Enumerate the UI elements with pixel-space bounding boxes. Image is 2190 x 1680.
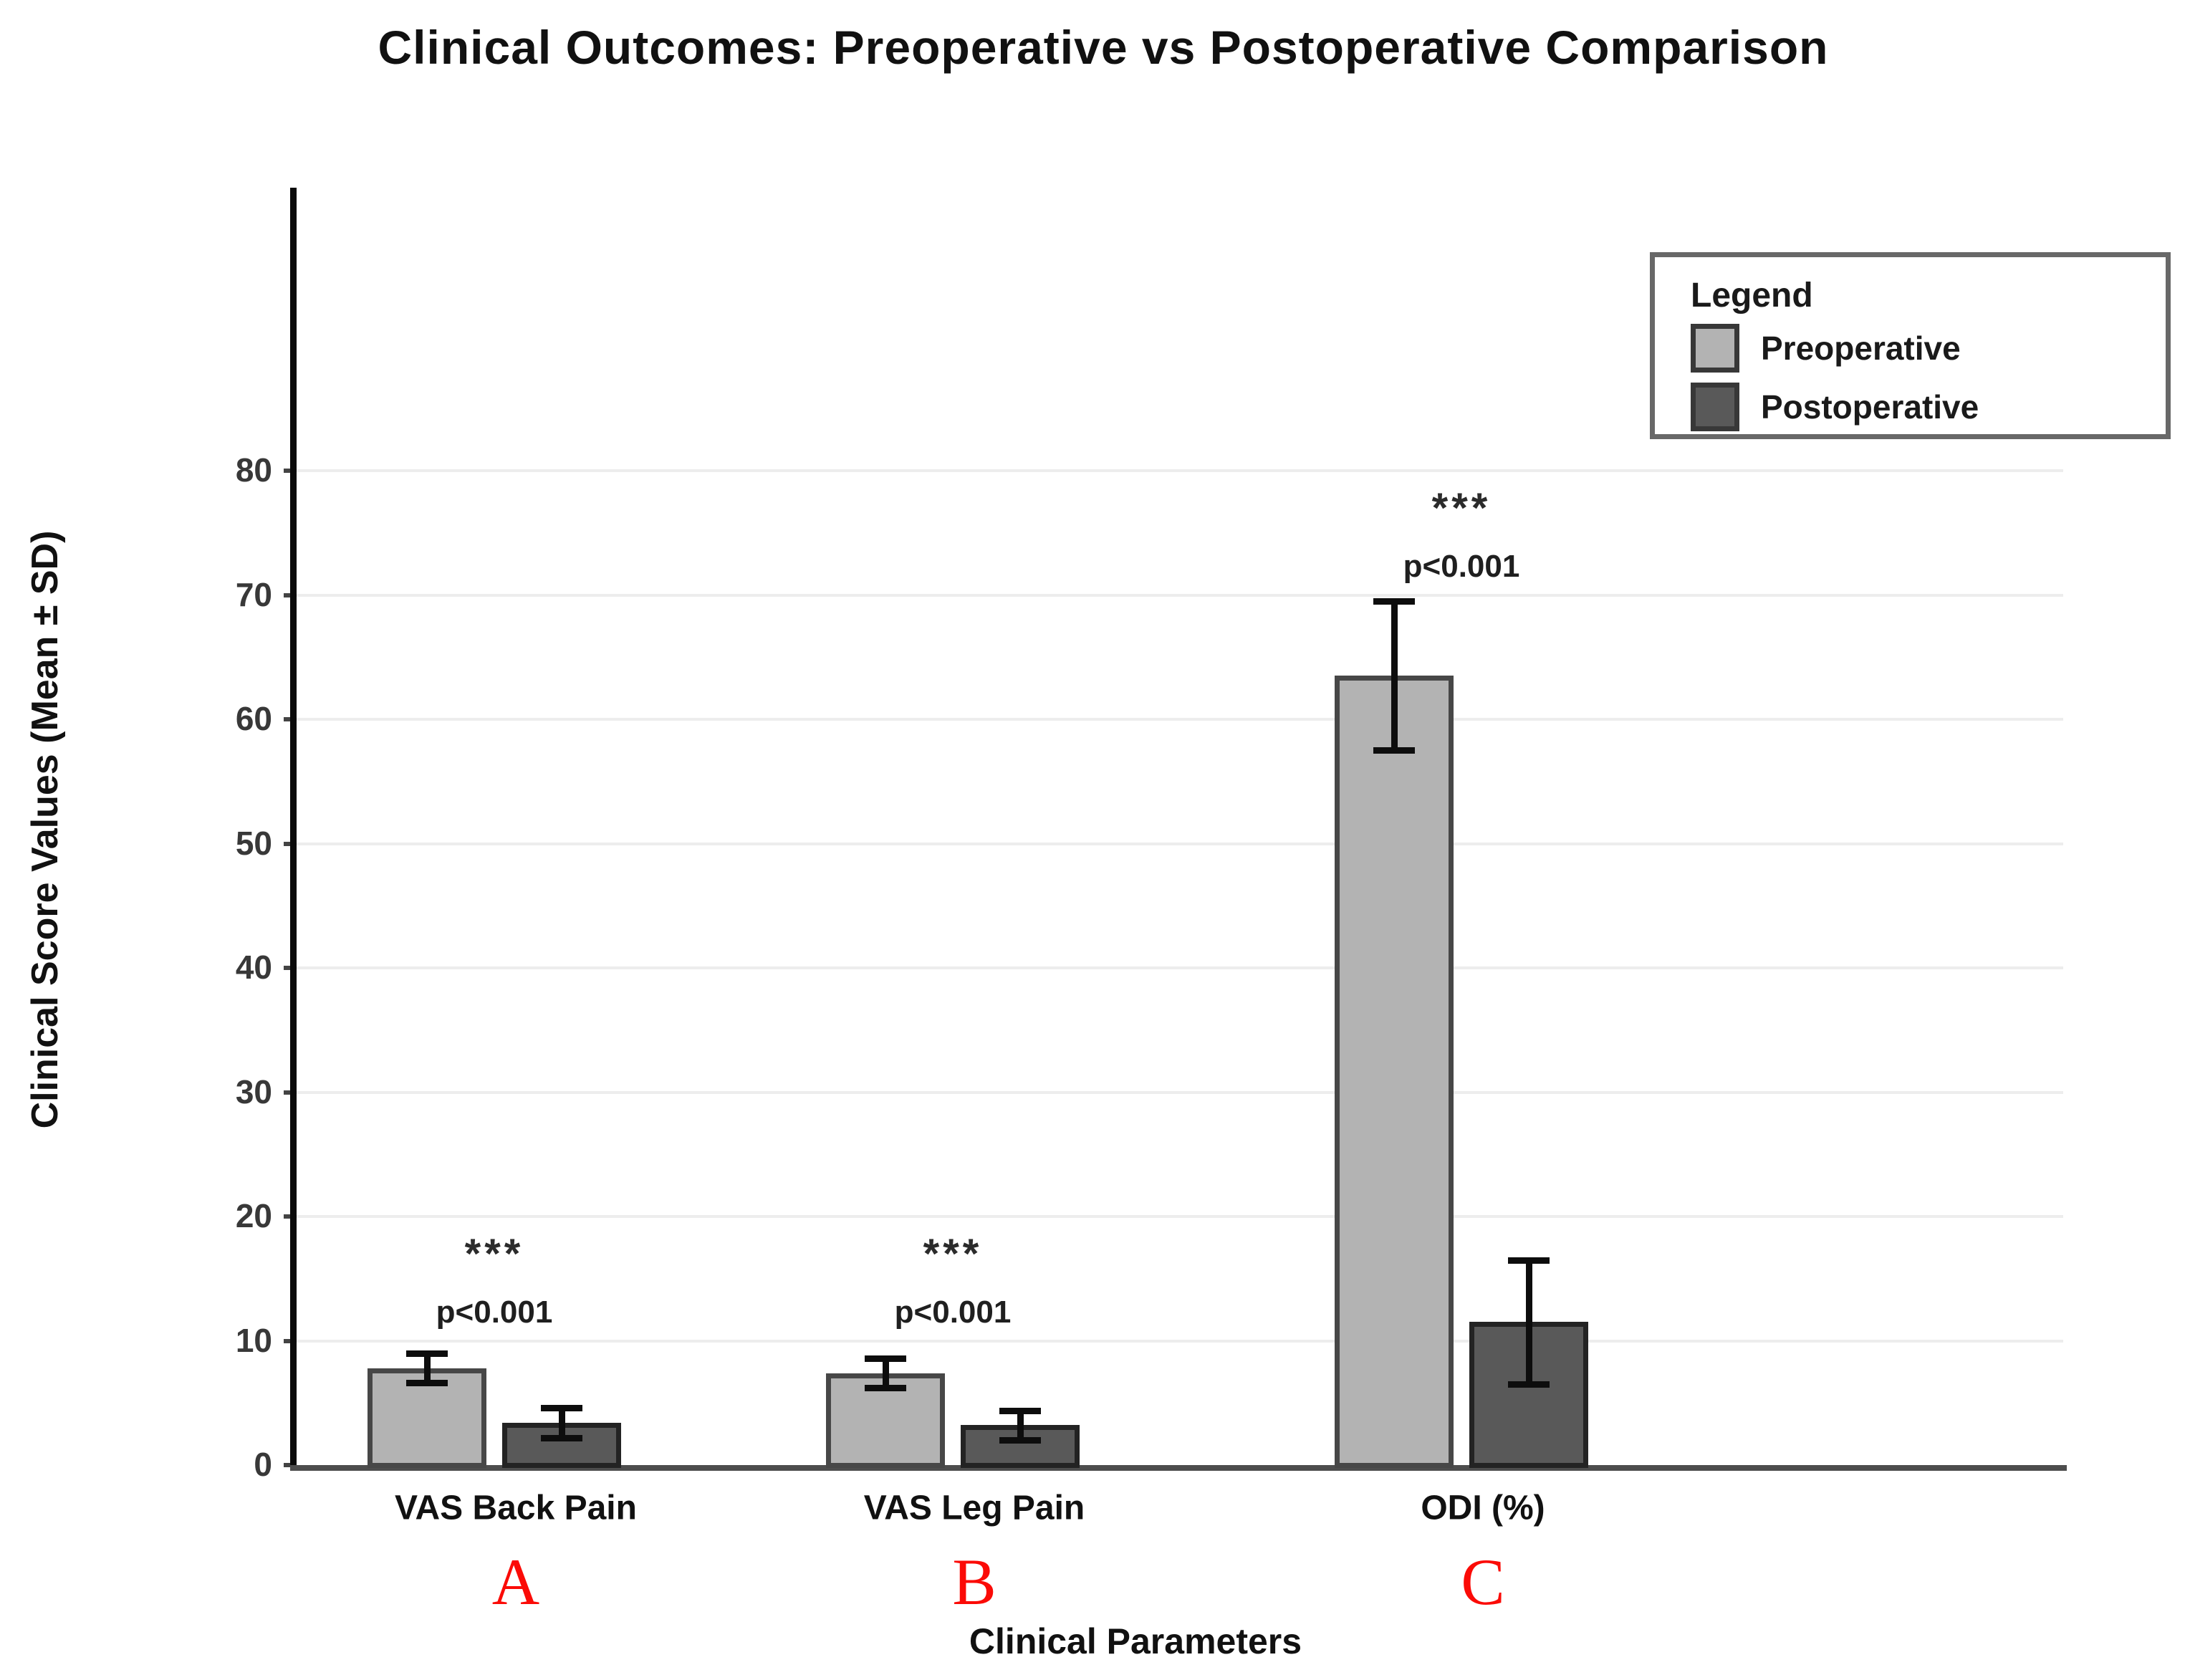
error-bar-cap-high-preoperative-2 [865, 1355, 906, 1362]
error-bar-cap-low-postoperative-2 [999, 1437, 1041, 1444]
error-bar-cap-low-preoperative-2 [865, 1385, 906, 1392]
significance-pvalue-2: p<0.001 [894, 1294, 1012, 1330]
y-tick-30 [284, 1090, 294, 1095]
y-tick-label-10: 10 [235, 1321, 272, 1359]
significance-pvalue-3: p<0.001 [1403, 548, 1520, 584]
panel-letter-c: C [1461, 1545, 1505, 1618]
y-tick-0 [284, 1463, 294, 1467]
error-bar-line-preoperative-2 [883, 1358, 889, 1388]
y-tick-20 [284, 1214, 294, 1219]
legend-item-preoperative: Preoperative [1691, 322, 2166, 374]
gridline-y-80 [294, 469, 2063, 472]
error-bar-line-preoperative-1 [424, 1353, 431, 1383]
panel-letter-b: B [952, 1545, 996, 1618]
significance-stars-1: *** [464, 1230, 524, 1277]
significance-stars-3: *** [1431, 484, 1492, 532]
legend-item-postoperative: Postoperative [1691, 381, 2166, 433]
gridline-y-70 [294, 593, 2063, 597]
y-tick-80 [284, 469, 294, 473]
error-bar-cap-low-preoperative-1 [406, 1380, 448, 1387]
bar-preoperative-3 [1335, 676, 1454, 1468]
y-axis-line [290, 188, 297, 1471]
error-bar-cap-high-preoperative-1 [406, 1350, 448, 1357]
x-axis-line [290, 1465, 2067, 1471]
error-bar-cap-high-postoperative-3 [1508, 1257, 1550, 1264]
legend-box: Legend Preoperative Postoperative [1650, 252, 2171, 439]
error-bar-cap-high-postoperative-1 [541, 1405, 582, 1412]
gridline-y-30 [294, 1090, 2063, 1094]
y-axis-title: Clinical Score Values (Mean ± SD) [24, 530, 66, 1129]
error-bar-cap-low-preoperative-3 [1373, 747, 1415, 754]
gridline-y-20 [294, 1215, 2063, 1218]
error-bar-line-postoperative-2 [1017, 1410, 1024, 1441]
category-label-2: VAS Leg Pain [863, 1489, 1085, 1527]
significance-pvalue-1: p<0.001 [436, 1294, 553, 1330]
gridline-y-10 [294, 1339, 2063, 1343]
y-tick-label-50: 50 [235, 824, 272, 862]
error-bar-line-preoperative-3 [1391, 601, 1398, 751]
error-bar-cap-high-postoperative-2 [999, 1407, 1041, 1414]
y-tick-label-40: 40 [235, 949, 272, 986]
y-tick-40 [284, 966, 294, 970]
category-label-1: VAS Back Pain [395, 1489, 637, 1527]
legend-label-preoperative: Preoperative [1761, 330, 1961, 367]
chart-title: Clinical Outcomes: Preoperative vs Posto… [378, 21, 1829, 74]
legend-label-postoperative: Postoperative [1761, 388, 1979, 426]
panel-letter-a: A [491, 1545, 540, 1618]
y-tick-50 [284, 841, 294, 846]
error-bar-cap-low-postoperative-1 [541, 1434, 582, 1441]
legend-title: Legend [1691, 277, 1813, 315]
y-tick-10 [284, 1338, 294, 1343]
legend-items: Preoperative Postoperative [1655, 322, 2166, 433]
error-bar-cap-high-preoperative-3 [1373, 598, 1415, 605]
y-tick-70 [284, 592, 294, 597]
legend-swatch-preoperative [1691, 324, 1739, 373]
category-label-3: ODI (%) [1421, 1489, 1545, 1527]
gridline-y-40 [294, 966, 2063, 969]
legend-swatch-postoperative [1691, 383, 1739, 431]
error-bar-line-postoperative-3 [1526, 1259, 1532, 1385]
significance-stars-2: *** [923, 1230, 983, 1277]
y-tick-60 [284, 717, 294, 721]
y-tick-label-0: 0 [254, 1446, 272, 1483]
gridline-y-60 [294, 718, 2063, 721]
y-tick-label-20: 20 [235, 1197, 272, 1234]
y-tick-label-70: 70 [235, 575, 272, 613]
y-tick-label-60: 60 [235, 700, 272, 737]
y-tick-label-30: 30 [235, 1072, 272, 1110]
error-bar-cap-low-postoperative-3 [1508, 1381, 1550, 1388]
y-tick-label-80: 80 [235, 451, 272, 489]
x-axis-title: Clinical Parameters [969, 1621, 1302, 1661]
error-bar-line-postoperative-1 [559, 1408, 565, 1438]
gridline-y-50 [294, 842, 2063, 845]
